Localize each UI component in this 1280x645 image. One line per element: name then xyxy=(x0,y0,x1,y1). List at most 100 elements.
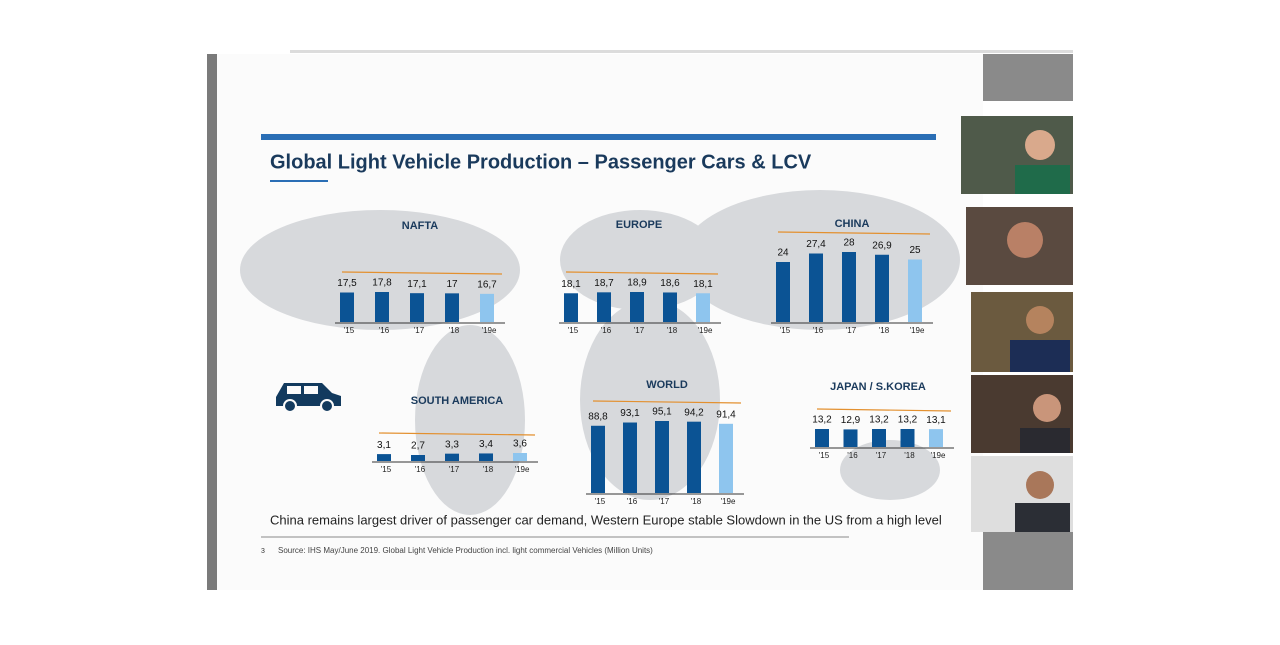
x-tick-label: '18 xyxy=(879,326,890,335)
value-label: 13,2 xyxy=(898,415,918,426)
value-label: 27,4 xyxy=(806,239,826,250)
value-label: 16,7 xyxy=(477,279,497,290)
value-label: 12,9 xyxy=(841,415,861,426)
x-tick-label: '16 xyxy=(415,465,426,474)
value-label: 25 xyxy=(909,245,921,256)
x-tick-label: '18 xyxy=(691,497,702,506)
bar xyxy=(377,454,391,461)
value-label: 17,1 xyxy=(407,279,427,290)
value-label: 88,8 xyxy=(588,411,608,422)
x-tick-label: '19e xyxy=(482,326,497,335)
bar xyxy=(843,429,858,447)
bar xyxy=(872,429,886,447)
chart-title: WORLD xyxy=(646,379,688,391)
bar xyxy=(875,254,889,322)
x-tick-label: '16 xyxy=(627,497,638,506)
value-label: 94,2 xyxy=(684,407,704,418)
trend-arrow xyxy=(565,271,719,275)
x-tick-label: '18 xyxy=(667,326,678,335)
bar xyxy=(809,253,823,322)
side-panel xyxy=(983,532,1073,590)
bar xyxy=(908,259,922,322)
bar xyxy=(719,423,733,493)
chart-title: JAPAN / S.KOREA xyxy=(830,381,926,393)
value-label: 3,1 xyxy=(377,440,391,451)
x-tick-label: '15 xyxy=(381,465,392,474)
x-tick-label: '17 xyxy=(634,326,645,335)
x-tick-label: '16 xyxy=(847,451,858,460)
charts: NAFTA 17,5 '15 17,8 '16 17,1 '17 17 '18 16,7 '19e E… xyxy=(335,218,954,506)
bar xyxy=(591,425,605,493)
trend-arrow xyxy=(378,432,536,436)
bar xyxy=(663,292,677,322)
bar xyxy=(340,292,354,322)
x-tick-label: '19e xyxy=(931,451,946,460)
chart-title: SOUTH AMERICA xyxy=(411,395,504,407)
trend-arrow xyxy=(777,231,931,235)
bar xyxy=(479,453,493,461)
bar xyxy=(842,252,856,322)
bar xyxy=(445,293,459,322)
title-rule xyxy=(261,134,936,140)
x-tick-label: '19e xyxy=(515,465,530,474)
value-label: 18,7 xyxy=(594,278,614,289)
value-label: 91,4 xyxy=(716,409,736,420)
value-label: 24 xyxy=(777,248,789,259)
bar xyxy=(375,292,389,322)
x-tick-label: '17 xyxy=(659,497,670,506)
value-label: 93,1 xyxy=(620,408,640,419)
x-tick-label: '17 xyxy=(876,451,887,460)
x-tick-label: '15 xyxy=(780,326,791,335)
value-label: 3,3 xyxy=(445,439,459,450)
value-label: 17,5 xyxy=(337,278,357,289)
x-tick-label: '15 xyxy=(595,497,606,506)
value-label: 18,9 xyxy=(627,278,647,289)
source-note: Source: IHS May/June 2019. Global Light … xyxy=(278,546,653,555)
bar xyxy=(623,422,637,493)
slide-border xyxy=(207,54,217,590)
chart-title: NAFTA xyxy=(402,220,439,232)
bar xyxy=(776,262,790,322)
value-label: 2,7 xyxy=(411,441,425,452)
bar xyxy=(564,293,578,322)
chart-title: CHINA xyxy=(835,218,870,230)
x-tick-label: '16 xyxy=(379,326,390,335)
side-panel xyxy=(983,54,1073,101)
bar xyxy=(696,293,710,322)
x-tick-label: '17 xyxy=(414,326,425,335)
bar xyxy=(513,453,527,461)
bar xyxy=(929,429,943,447)
value-label: 18,1 xyxy=(693,279,713,290)
bar xyxy=(411,455,425,461)
slide-title: Global Light Vehicle Production – Passen… xyxy=(270,151,812,173)
x-tick-label: '18 xyxy=(449,326,460,335)
title-underline xyxy=(270,180,328,182)
x-tick-label: '19e xyxy=(698,326,713,335)
chart-title: EUROPE xyxy=(616,219,662,231)
value-label: 26,9 xyxy=(872,240,892,251)
x-tick-label: '19e xyxy=(721,497,736,506)
value-label: 17 xyxy=(446,279,458,290)
value-label: 17,8 xyxy=(372,278,392,289)
value-label: 18,6 xyxy=(660,278,680,289)
x-tick-label: '18 xyxy=(483,465,494,474)
x-tick-label: '15 xyxy=(568,326,579,335)
value-label: 28 xyxy=(843,238,855,249)
bar xyxy=(445,453,459,461)
trend-arrow xyxy=(816,408,952,412)
bar xyxy=(687,421,701,493)
value-label: 3,4 xyxy=(479,439,493,450)
x-tick-label: '17 xyxy=(846,326,857,335)
x-tick-label: '15 xyxy=(819,451,830,460)
trend-arrow xyxy=(592,400,742,404)
caption: China remains largest driver of passenge… xyxy=(270,512,942,527)
value-label: 13,2 xyxy=(812,415,832,426)
value-label: 18,1 xyxy=(561,279,581,290)
bar xyxy=(655,421,669,493)
value-label: 13,1 xyxy=(926,415,946,426)
x-tick-label: '16 xyxy=(813,326,824,335)
video-tiles xyxy=(961,116,1073,532)
trend-arrow xyxy=(341,271,503,275)
